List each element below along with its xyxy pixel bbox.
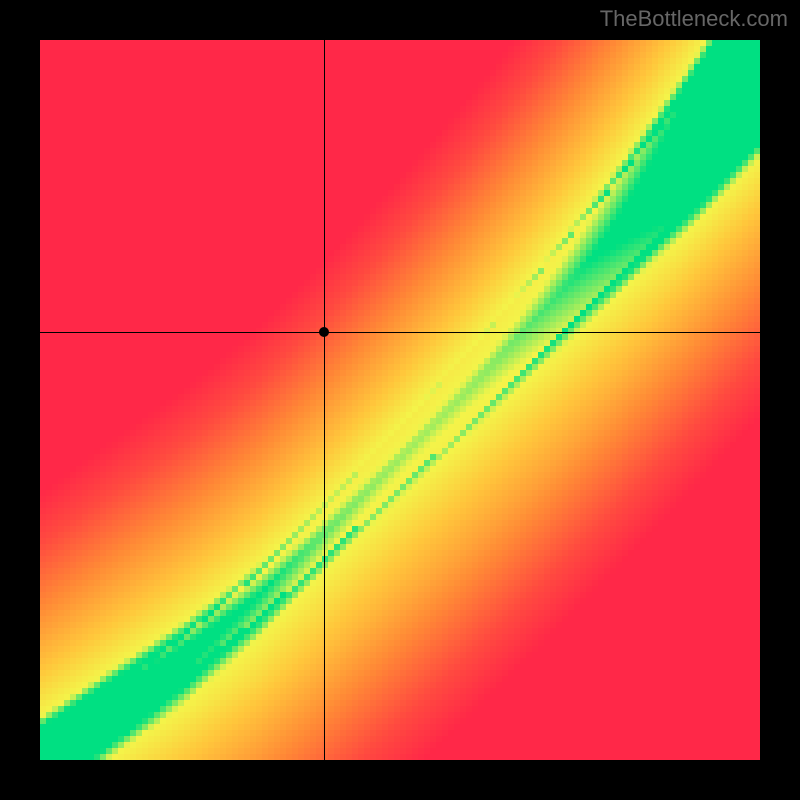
heatmap-canvas	[40, 40, 760, 760]
crosshair-vertical	[324, 40, 325, 760]
watermark-text: TheBottleneck.com	[600, 6, 788, 32]
crosshair-horizontal	[40, 332, 760, 333]
selection-marker[interactable]	[319, 327, 329, 337]
bottleneck-heatmap	[40, 40, 760, 760]
